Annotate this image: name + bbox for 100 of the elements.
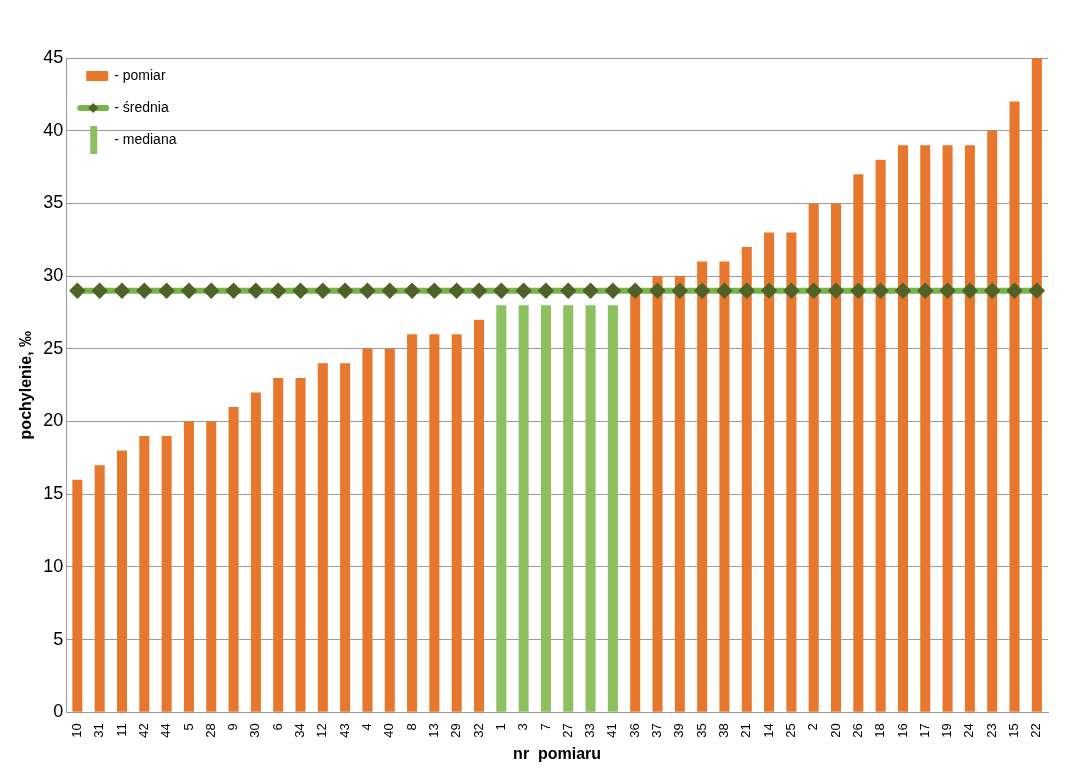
bar	[674, 276, 685, 712]
x-tick-label: 8	[403, 723, 419, 731]
bar	[206, 421, 217, 712]
x-tick-label: 26	[849, 723, 865, 738]
x-tick-label: 27	[559, 723, 575, 738]
x-axis-title: nr pomiaru	[513, 744, 602, 762]
bar	[1009, 101, 1020, 712]
y-tick-label: 45	[43, 46, 64, 67]
bar	[853, 174, 864, 712]
bar	[897, 145, 908, 712]
bar	[719, 261, 730, 712]
bar	[451, 334, 462, 712]
bar	[384, 348, 395, 712]
bar	[72, 479, 83, 712]
x-tick-label: 14	[760, 723, 776, 738]
x-tick-label: 17	[916, 723, 932, 738]
x-tick-label: 13	[425, 723, 441, 738]
bar	[741, 247, 752, 712]
x-tick-label: 30	[247, 723, 263, 738]
bar	[831, 203, 842, 712]
bar	[563, 305, 574, 712]
bar	[964, 145, 975, 712]
bar	[317, 363, 328, 712]
bar	[183, 421, 194, 712]
y-tick-label: 10	[43, 555, 64, 576]
y-tick-label: 0	[53, 701, 64, 722]
x-tick-label: 2	[805, 723, 821, 731]
y-tick-label: 5	[53, 628, 64, 649]
y-tick-label: 30	[43, 265, 64, 286]
x-tick-label: 1	[492, 723, 508, 731]
bar	[139, 436, 150, 712]
bar	[808, 203, 819, 712]
x-tick-label: 35	[693, 723, 709, 738]
bar	[607, 305, 618, 712]
bar	[786, 232, 797, 712]
x-tick-label: 12	[314, 723, 330, 738]
y-tick-label: 40	[43, 119, 64, 140]
bar	[1031, 58, 1042, 712]
x-tick-label: 7	[537, 723, 553, 731]
bar	[161, 436, 172, 712]
legend-label: - średnia	[114, 98, 169, 115]
y-tick-label: 35	[43, 192, 64, 213]
bar	[697, 261, 708, 712]
legend-label: - pomiar	[114, 66, 166, 83]
legend-label: - mediana	[114, 130, 177, 147]
x-tick-label: 34	[292, 723, 308, 738]
bar	[496, 305, 507, 712]
bar	[920, 145, 931, 712]
x-tick-label: 11	[113, 723, 129, 737]
x-tick-label: 38	[716, 723, 732, 738]
x-tick-label: 25	[782, 723, 798, 738]
bar	[250, 392, 261, 712]
y-tick-label: 15	[43, 483, 64, 504]
bar	[875, 159, 886, 712]
x-tick-label: 16	[894, 723, 910, 738]
x-tick-label: 37	[649, 723, 665, 738]
bar	[473, 319, 485, 712]
x-tick-label: 28	[202, 723, 218, 738]
x-tick-label: 15	[1006, 723, 1022, 738]
bar	[652, 276, 663, 712]
bar	[94, 465, 105, 712]
x-tick-label: 43	[336, 723, 352, 738]
x-tick-label: 5	[180, 723, 196, 731]
x-tick-label: 31	[91, 723, 107, 738]
x-tick-label: 33	[582, 723, 598, 738]
bar	[340, 363, 351, 712]
x-tick-label: 24	[961, 723, 977, 738]
bar	[540, 305, 551, 712]
bar	[764, 232, 775, 712]
x-tick-label: 18	[872, 723, 888, 738]
x-tick-label: 22	[1028, 723, 1044, 738]
bar	[295, 377, 306, 712]
y-axis-title: pochylenie, ‰	[17, 330, 35, 440]
x-tick-label: 4	[359, 723, 375, 731]
x-tick-label: 44	[158, 723, 174, 738]
bar	[429, 334, 440, 712]
x-tick-label: 6	[269, 723, 285, 731]
y-tick-label: 20	[43, 410, 64, 431]
bar	[518, 305, 529, 712]
x-tick-label: 9	[225, 723, 241, 731]
x-tick-label: 36	[626, 723, 642, 738]
x-tick-label: 32	[470, 723, 486, 738]
bar	[228, 406, 239, 712]
bar	[585, 305, 596, 712]
x-tick-label: 40	[381, 723, 397, 738]
x-tick-label: 23	[983, 723, 999, 738]
bar	[987, 130, 998, 712]
bar	[116, 450, 128, 712]
x-tick-label: 3	[515, 723, 531, 731]
x-tick-label: 10	[68, 723, 84, 738]
x-tick-label: 42	[135, 723, 151, 738]
x-tick-label: 29	[448, 723, 464, 738]
bar	[273, 377, 284, 712]
bar	[362, 348, 373, 712]
x-tick-label: 39	[671, 723, 687, 738]
y-tick-label: 25	[43, 337, 64, 358]
bar	[942, 145, 953, 712]
bar	[407, 334, 418, 712]
x-tick-label: 20	[827, 723, 843, 738]
x-tick-label: 21	[738, 723, 754, 738]
